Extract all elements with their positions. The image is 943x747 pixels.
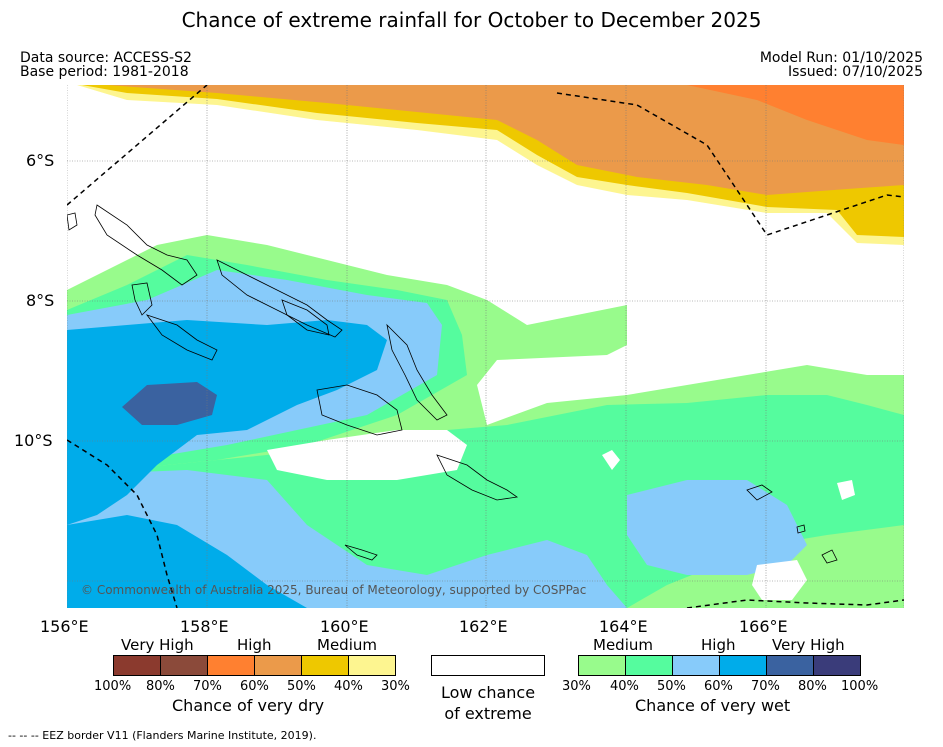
base-period: Base period: 1981-2018 — [20, 64, 189, 80]
model-run: Model Run: 01/10/2025 — [759, 50, 923, 66]
dry-tick-50: 50% — [287, 679, 316, 694]
wet-region-dark-blue — [122, 382, 217, 425]
dry-legend-label: Chance of very dry — [172, 696, 325, 715]
dry-tick-70: 70% — [193, 679, 222, 694]
wet-region-blue-south — [67, 515, 307, 608]
dry-swatch-80-70 — [160, 655, 208, 676]
lon-label-156e: 156°E — [40, 617, 89, 636]
bougainville-coast — [94, 204, 198, 286]
dry-swatch-100-80 — [113, 655, 161, 676]
vanuatu-north-coast — [821, 549, 838, 564]
lat-label-8s: 8°S — [26, 291, 55, 310]
shortland-coast — [131, 282, 153, 316]
dry-tick-30: 30% — [381, 679, 410, 694]
dry-category-high: High — [237, 636, 272, 654]
lon-label-158e: 158°E — [180, 617, 229, 636]
dry-tick-60: 60% — [240, 679, 269, 694]
new-georgia-coast — [145, 314, 218, 361]
wet-tick-60: 60% — [704, 679, 733, 694]
lon-label-160e: 160°E — [320, 617, 369, 636]
wet-swatch-80-100 — [813, 655, 861, 676]
low-chance-label-line1: Low chance — [440, 683, 536, 702]
wet-category-high: High — [701, 636, 736, 654]
gridlines — [67, 85, 904, 608]
wet-region-blue — [67, 320, 387, 525]
lon-label-162e: 162°E — [459, 617, 508, 636]
wet-tick-40: 40% — [610, 679, 639, 694]
low-chance-patch-4 — [602, 450, 620, 470]
tikopia-coast — [796, 524, 806, 534]
dry-swatch-60-50 — [254, 655, 302, 676]
coastlines — [67, 204, 838, 564]
eez-footnote: -- -- -- EEZ border V11 (Flanders Marine… — [8, 729, 317, 742]
wet-category-medium: Medium — [593, 636, 653, 654]
nissan-coast — [67, 212, 78, 231]
dry-tick-80: 80% — [146, 679, 175, 694]
low-chance-patch-3 — [837, 480, 855, 500]
lat-label-10s: 10°S — [14, 431, 53, 450]
chart-title: Chance of extreme rainfall for October t… — [181, 8, 762, 32]
data-source: Data source: ACCESS-S2 — [20, 50, 192, 66]
dry-region-light-orange — [107, 85, 904, 195]
dry-tick-100: 100% — [94, 679, 132, 694]
malaita-coast — [386, 323, 448, 421]
santa-cruz-coast — [746, 484, 773, 501]
dry-tick-40: 40% — [334, 679, 363, 694]
dry-swatch-70-60 — [207, 655, 255, 676]
rainfall-map — [67, 85, 904, 608]
guadalcanal-coast — [316, 384, 403, 436]
lon-label-166e: 166°E — [739, 617, 788, 636]
eez-borders — [67, 85, 904, 608]
lon-label-164e: 164°E — [599, 617, 648, 636]
rennell-coast — [344, 544, 378, 561]
low-chance-label-line2: of extreme — [444, 704, 532, 723]
issued-date: Issued: 07/10/2025 — [788, 64, 923, 80]
wet-swatch-50-60 — [672, 655, 720, 676]
wet-legend-label: Chance of very wet — [635, 696, 791, 715]
low-chance-patch-1 — [267, 430, 467, 480]
dry-swatch-40-30 — [348, 655, 396, 676]
wet-swatch-70-80 — [766, 655, 814, 676]
wet-tick-100: 100% — [841, 679, 879, 694]
santa-isabel-coast — [281, 299, 330, 336]
wet-tick-80: 80% — [798, 679, 827, 694]
wet-swatch-60-70 — [719, 655, 767, 676]
dry-region-orange — [687, 85, 904, 145]
wet-region-light-blue-east — [627, 480, 807, 575]
wet-swatch-40-50 — [625, 655, 673, 676]
dry-category-very-high: Very High — [121, 636, 194, 654]
choiseul-coast — [216, 259, 343, 338]
wet-tick-30: 30% — [562, 679, 591, 694]
dry-category-medium: Medium — [317, 636, 377, 654]
wet-swatch-30-40 — [578, 655, 626, 676]
wet-tick-50: 50% — [657, 679, 686, 694]
wet-tick-70: 70% — [751, 679, 780, 694]
copyright-notice: © Commonwealth of Australia 2025, Bureau… — [81, 583, 587, 597]
dry-swatch-50-40 — [301, 655, 349, 676]
makira-coast — [436, 454, 519, 501]
wet-category-very-high: Very High — [772, 636, 845, 654]
lat-label-6s: 6°S — [26, 151, 55, 170]
low-chance-swatch — [431, 655, 545, 676]
